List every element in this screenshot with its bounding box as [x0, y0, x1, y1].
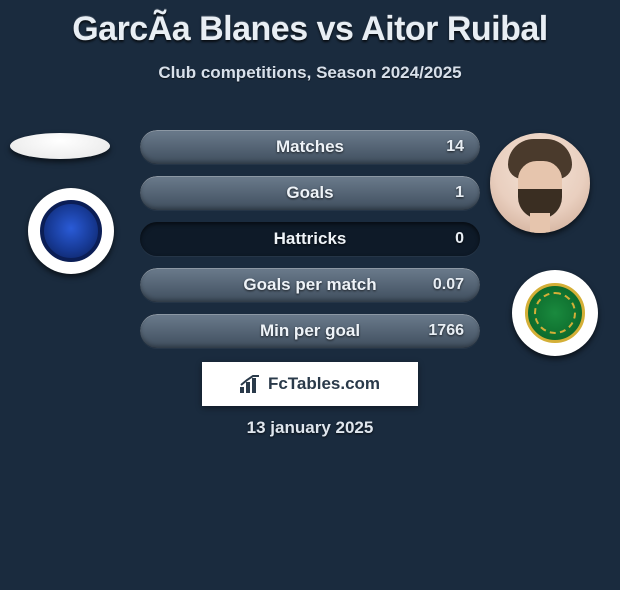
stat-value-right: 1 — [455, 176, 464, 210]
avatar-neck — [530, 213, 550, 233]
stat-row: Matches14 — [140, 130, 480, 164]
stat-label: Goals per match — [140, 268, 480, 302]
snapshot-date: 13 january 2025 — [0, 418, 620, 438]
stat-value-right: 1766 — [428, 314, 464, 348]
attribution-badge: FcTables.com — [202, 362, 418, 406]
vs-label: vs — [317, 10, 354, 48]
player-left-avatar — [10, 133, 110, 159]
player-left-club-badge — [28, 188, 114, 274]
attribution-text: FcTables.com — [268, 374, 380, 394]
stat-label: Hattricks — [140, 222, 480, 256]
player-right-club-badge — [512, 270, 598, 356]
season-subtitle: Club competitions, Season 2024/2025 — [0, 63, 620, 83]
comparison-title: GarcÃ­a Blanes vs Aitor Ruibal — [0, 10, 620, 49]
player-right-name: Aitor Ruibal — [361, 10, 548, 48]
stat-value-right: 0.07 — [433, 268, 464, 302]
stat-label: Goals — [140, 176, 480, 210]
stat-row: Goals per match0.07 — [140, 268, 480, 302]
stat-value-right: 0 — [455, 222, 464, 256]
stats-list: Matches14 Goals1 Hattricks0 Goals per match… — [140, 130, 480, 360]
bar-chart-icon — [240, 375, 262, 393]
betis-badge-icon — [525, 283, 585, 343]
player-right-avatar — [490, 133, 590, 233]
stat-label: Matches — [140, 130, 480, 164]
stat-row: Hattricks0 — [140, 222, 480, 256]
alaves-badge-icon — [40, 200, 102, 262]
stat-row: Goals1 — [140, 176, 480, 210]
stat-row: Min per goal1766 — [140, 314, 480, 348]
stat-value-right: 14 — [446, 130, 464, 164]
player-left-name: GarcÃ­a Blanes — [72, 10, 307, 48]
